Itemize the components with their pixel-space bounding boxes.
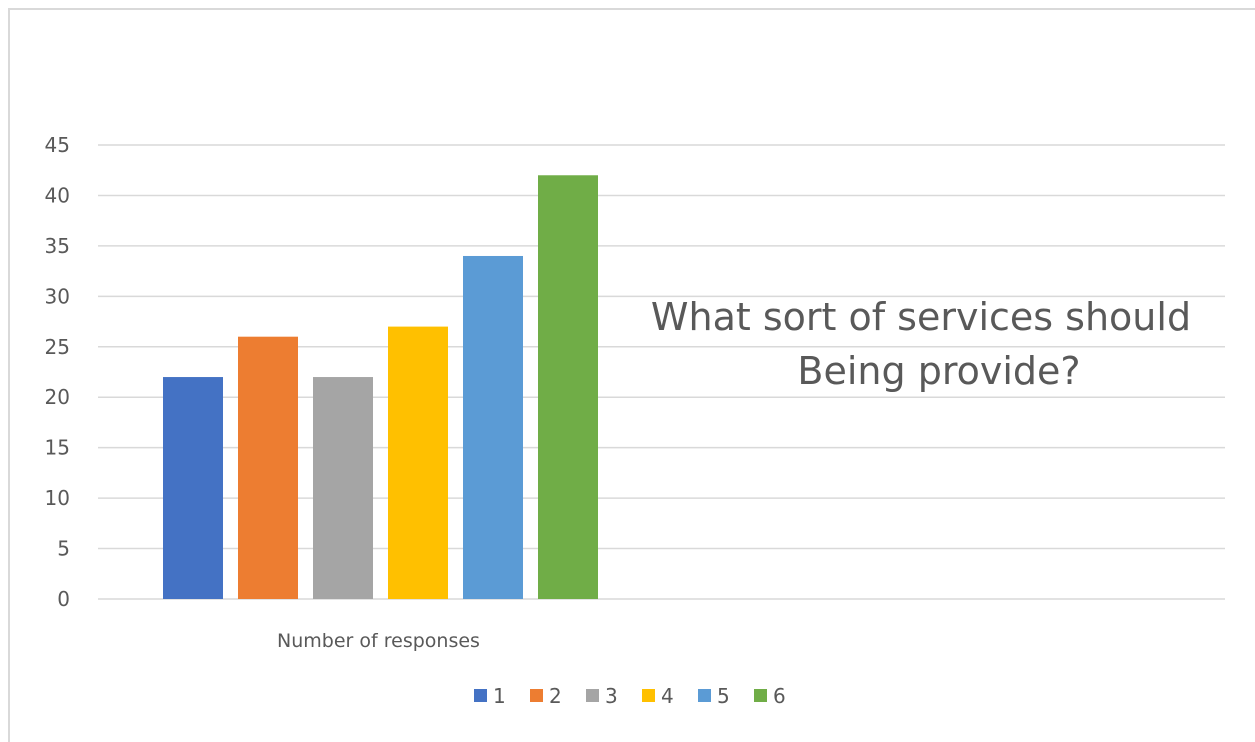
y-tick-label-25: 25 <box>45 335 70 359</box>
y-tick-label-35: 35 <box>45 234 70 258</box>
chart-area <box>8 8 1255 742</box>
legend-swatch-3 <box>586 689 599 702</box>
bar-series-1 <box>163 377 223 599</box>
legend-swatch-5 <box>698 689 711 702</box>
chart-title-line-2: Being provide? <box>797 349 1080 393</box>
bars <box>163 175 598 599</box>
y-tick-label-15: 15 <box>45 436 70 460</box>
y-tick-label-20: 20 <box>45 385 70 409</box>
bar-series-2 <box>238 336 298 599</box>
legend-item-6: 6 <box>754 684 786 708</box>
legend-item-5: 5 <box>698 684 730 708</box>
legend-item-2: 2 <box>530 684 562 708</box>
bar-series-5 <box>463 255 523 599</box>
y-tick-label-5: 5 <box>57 537 70 561</box>
legend-label-6: 6 <box>773 684 786 708</box>
legend-item-3: 3 <box>586 684 618 708</box>
legend-label-3: 3 <box>605 684 618 708</box>
legend-label-4: 4 <box>661 684 674 708</box>
legend-item-1: 1 <box>474 684 506 708</box>
legend-swatch-4 <box>642 689 655 702</box>
y-tick-label-30: 30 <box>45 284 70 308</box>
legend-swatch-1 <box>474 689 487 702</box>
legend-swatch-2 <box>530 689 543 702</box>
chart-title-line-1: What sort of services should <box>651 295 1191 339</box>
y-tick-label-10: 10 <box>45 486 70 510</box>
y-axis-tick-labels: 0 5 10 15 20 25 30 35 40 45 <box>45 133 70 611</box>
legend: 1 2 3 4 5 6 <box>474 684 786 708</box>
legend-label-5: 5 <box>717 684 730 708</box>
bar-series-4 <box>388 326 448 599</box>
gridlines <box>98 144 1225 600</box>
y-tick-label-0: 0 <box>57 587 70 611</box>
x-axis-category-label: Number of responses <box>277 630 480 652</box>
bar-series-6 <box>538 175 598 599</box>
y-tick-label-45: 45 <box>45 133 70 157</box>
legend-label-2: 2 <box>549 684 562 708</box>
y-tick-label-40: 40 <box>45 183 70 207</box>
legend-label-1: 1 <box>493 684 506 708</box>
legend-swatch-6 <box>754 689 767 702</box>
legend-item-4: 4 <box>642 684 674 708</box>
bar-series-3 <box>313 377 373 599</box>
